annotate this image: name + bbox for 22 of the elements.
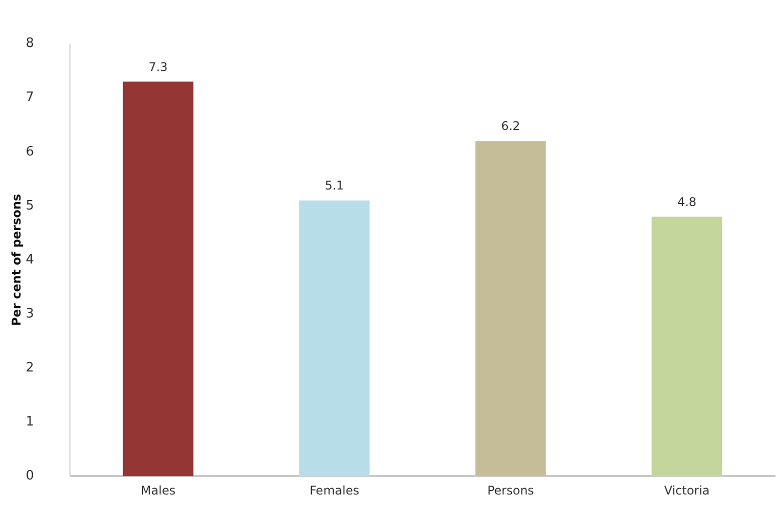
bar bbox=[122, 82, 194, 476]
data-label: 4.8 bbox=[677, 194, 696, 209]
y-tick-label: 7 bbox=[26, 90, 34, 106]
y-tick-label: 4 bbox=[26, 252, 34, 268]
data-label: 6.2 bbox=[501, 119, 520, 134]
bar bbox=[652, 216, 722, 476]
data-label: 5.1 bbox=[324, 178, 344, 193]
bar bbox=[475, 141, 546, 476]
bar bbox=[299, 200, 370, 476]
data-label: 7.3 bbox=[148, 60, 168, 74]
x-tick-label: Persons bbox=[487, 484, 534, 498]
y-tick-label: 1 bbox=[26, 414, 34, 430]
y-tick-label: 3 bbox=[26, 306, 34, 322]
x-tick-label: Victoria bbox=[664, 484, 710, 498]
y-tick-label: 2 bbox=[26, 360, 34, 376]
y-tick-label: 0 bbox=[26, 468, 34, 484]
x-tick-label: Males bbox=[140, 484, 176, 498]
y-tick-label: 8 bbox=[26, 36, 34, 52]
y-tick-label: 5 bbox=[26, 198, 34, 214]
x-tick-label: Females bbox=[310, 484, 360, 498]
y-axis-title: Per cent of persons bbox=[9, 194, 24, 326]
y-tick-label: 6 bbox=[26, 144, 34, 160]
